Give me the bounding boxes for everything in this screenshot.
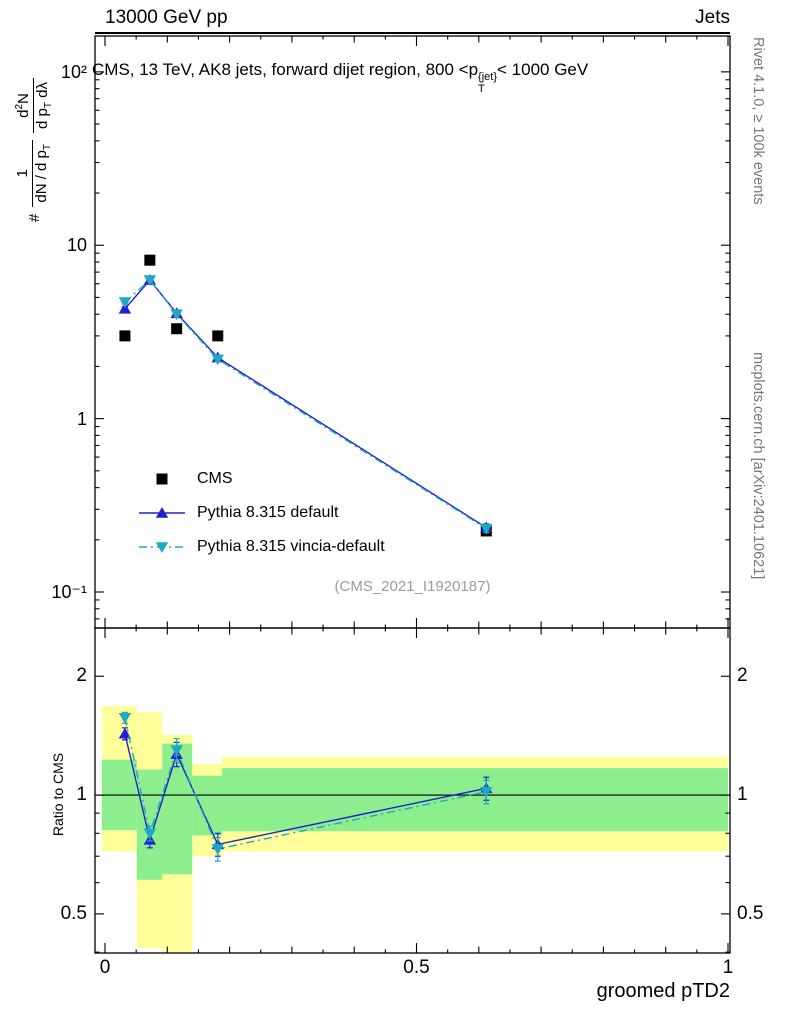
plot-title-sup: {jet}: [478, 71, 498, 83]
marker-square: [156, 473, 168, 485]
header-analysis-group: Jets: [695, 7, 730, 28]
legend-item-pythia-8-315-default: Pythia 8.315 default: [136, 496, 385, 530]
series-pythia-8-315-vincia-default: [118, 275, 493, 535]
plot-title-pt-notation: {jet} T: [478, 71, 498, 95]
rlab-tick-label: 0.5: [737, 902, 764, 924]
marker-triangle-down: [170, 745, 183, 757]
marker-triangle-up: [118, 302, 132, 314]
marker-triangle-down: [480, 786, 493, 798]
band-green: [162, 743, 193, 875]
rlab-tick-label: 2: [76, 665, 87, 687]
legend-label: CMS: [197, 470, 233, 487]
legend-marker-triangle-up-icon: [139, 507, 185, 518]
marker-triangle-down: [480, 523, 493, 535]
band-green: [192, 775, 223, 836]
ylab-tick-label: 10: [66, 235, 87, 256]
ylabel-fraction-2: d2N d pT dλ: [13, 78, 55, 133]
marker-triangle-down: [211, 844, 224, 856]
rlab-tick-label: 1: [76, 784, 87, 806]
legend-item-pythia-8-315-vincia-default: Pythia 8.315 vincia-default: [136, 530, 385, 564]
xlab-tick-label: 1: [722, 957, 734, 978]
xlab-tick-label: 0.5: [403, 957, 430, 978]
header-beam-energy: 13000 GeV pp: [105, 7, 228, 28]
legend-label: Pythia 8.315 default: [197, 504, 339, 521]
xaxis-label: groomed pTD2: [596, 980, 730, 1002]
rlab-tick-label: 0.5: [60, 902, 87, 924]
mcplots-arxiv-caption: mcplots.cern.ch [arXiv:2401.10621]: [750, 352, 766, 580]
ylab-tick-label: 10⁻¹: [51, 582, 87, 602]
ylab-tick-label: 1: [76, 408, 87, 429]
marker-triangle-down: [118, 297, 132, 309]
rlab-tick-label: 2: [737, 665, 748, 687]
band-green: [136, 769, 163, 880]
plot-title-pre: CMS, 13 TeV, AK8 jets, forward dijet reg…: [92, 60, 479, 79]
legend: CMS Pythia 8.315 default Pythia 8.315 vinc…: [136, 462, 385, 564]
xlab-tick-label: 0: [99, 957, 111, 978]
ylab-tick-label: 10²: [60, 61, 87, 82]
marker-triangle-down: [118, 712, 132, 724]
rlab-tick-label: 1: [737, 784, 748, 806]
legend-marker-square-icon: [156, 473, 168, 485]
plot-title-sub: T: [478, 82, 485, 95]
marker-square: [171, 323, 183, 335]
marker-triangle-down: [155, 542, 169, 553]
band-green: [222, 768, 728, 832]
marker-triangle-down: [170, 309, 183, 321]
plot-title-post: < 1000 GeV: [497, 60, 589, 79]
marker-triangle-up: [118, 727, 132, 739]
axis-ticks: [95, 36, 730, 953]
ylabel-fraction-1: 1 dN / d pT: [14, 140, 54, 207]
series-pythia-8-315-vincia-default: [118, 711, 493, 862]
marker-triangle-down: [143, 275, 157, 287]
marker-square: [119, 330, 131, 342]
marker-square: [144, 254, 156, 266]
ratio-uncertainty-bands: [101, 706, 728, 953]
analysis-id-watermark: (CMS_2021_I1920187): [334, 578, 491, 595]
legend-label: Pythia 8.315 vincia-default: [197, 538, 385, 555]
ratio-panel-frame: [94, 627, 731, 954]
rivet-version-caption: Rivet 4.1.0, ≥ 100k events: [750, 37, 766, 205]
plot-title: CMS, 13 TeV, AK8 jets, forward dijet reg…: [92, 60, 757, 95]
marker-square: [212, 330, 224, 342]
marker-triangle-up: [155, 507, 169, 518]
marker-triangle-down: [211, 354, 224, 366]
legend-item-cms: CMS: [136, 462, 385, 496]
header-rule: [95, 32, 730, 34]
legend-marker-triangle-down-icon: [139, 542, 185, 553]
marker-triangle-down: [143, 828, 157, 840]
ylabel-hash: #: [25, 213, 43, 222]
